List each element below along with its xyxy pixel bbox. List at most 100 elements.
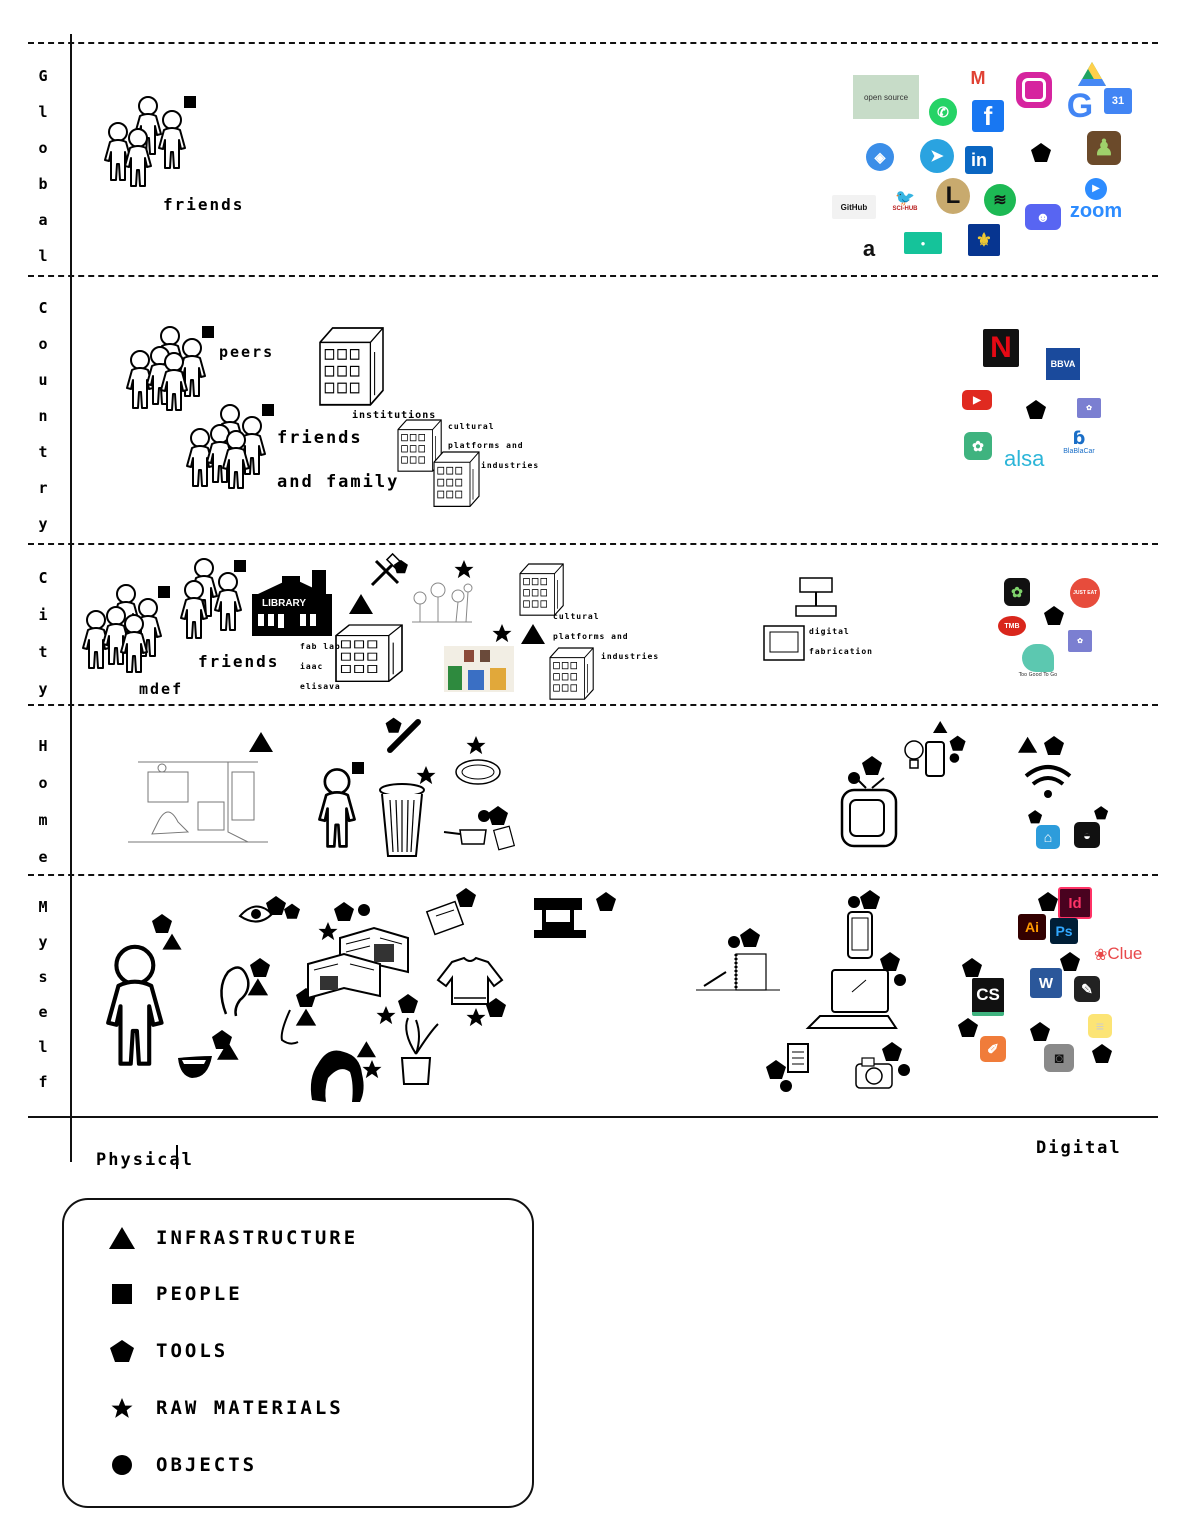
instagram-icon[interactable]	[1016, 72, 1052, 108]
photoshop-icon[interactable]: Ps	[1050, 918, 1078, 944]
living-room-illustration	[128, 761, 268, 843]
amazon-icon[interactable]: a	[856, 236, 882, 262]
facebook-icon[interactable]: f	[972, 100, 1004, 132]
mouth-icon	[178, 1030, 239, 1078]
github-logo[interactable]: GitHub	[832, 195, 876, 219]
discord-icon[interactable]: ☻	[1025, 204, 1061, 230]
youtube-icon[interactable]: ▶	[957, 380, 997, 420]
blablacar-icon: ɓ	[1072, 428, 1086, 449]
zoom-camera-icon: ▶	[1085, 178, 1107, 200]
legend-item-objects: OBJECTS	[106, 1453, 257, 1477]
camera-app-icon[interactable]: ◙	[1044, 1044, 1074, 1072]
nose-icon	[280, 988, 317, 1045]
city-industries-label: industries	[601, 652, 660, 661]
open-source-logo[interactable]: open source	[853, 75, 919, 119]
alsa-logo[interactable]: alsa	[1004, 446, 1045, 471]
scale-letter: C	[38, 299, 48, 317]
google-calendar-icon[interactable]: 31	[1104, 88, 1132, 114]
triangle-icon	[109, 1227, 135, 1249]
pentagon-marker	[962, 958, 982, 977]
country-friends-family-group	[186, 404, 274, 489]
scale-letter: t	[38, 443, 48, 461]
scale-letter: n	[38, 407, 48, 425]
square-icon	[112, 1284, 132, 1304]
scale-letter: G	[38, 67, 48, 85]
netflix-icon[interactable]: N	[983, 329, 1019, 367]
scale-letter: m	[38, 811, 48, 829]
axis-label-physical: Physical	[96, 1150, 194, 1170]
scale-letter: o	[38, 774, 48, 792]
zoom-logo[interactable]: ▶ zoom	[1064, 178, 1128, 224]
tmb-icon[interactable]: TMB	[998, 616, 1026, 636]
green-app-icon[interactable]: ✿	[964, 432, 992, 460]
safari-icon[interactable]: ◈	[866, 143, 894, 171]
linkedin-icon[interactable]: in	[965, 146, 993, 174]
pentagon-marker	[958, 1018, 978, 1037]
library-label: LIBRARY	[262, 598, 307, 609]
tools-hammer-icon	[370, 552, 408, 587]
elisava-label: elisava	[300, 682, 341, 691]
cooking-pot-icon	[443, 806, 516, 851]
indesign-icon[interactable]: Id	[1058, 887, 1092, 919]
gmail-icon[interactable]: M	[966, 68, 990, 88]
procreate-brush-icon[interactable]: ✎	[1074, 976, 1100, 1002]
scihub-logo[interactable]: 🐦 SCI-HUB	[886, 190, 924, 218]
blablacar-logo[interactable]: ɓ BlaBlaCar	[1058, 428, 1100, 456]
tv-icon	[840, 756, 898, 848]
app-tile-icon[interactable]: ✿	[1077, 398, 1101, 418]
scale-letter: e	[38, 1003, 48, 1021]
scale-letter: u	[38, 371, 48, 389]
smartphone-icon	[847, 890, 880, 959]
too-good-to-go-logo[interactable]: Too Good To Go	[1016, 644, 1060, 678]
city-fablab-building	[335, 624, 403, 683]
plantnet-icon[interactable]: ✿	[1004, 578, 1030, 606]
3d-printer-icon	[795, 577, 837, 617]
scale-letter: l	[38, 1038, 48, 1056]
cooking-app-icon[interactable]: ◒	[1074, 822, 1100, 848]
circle-icon	[112, 1455, 132, 1475]
bbva-icon[interactable]: BBVA	[1046, 348, 1080, 380]
bulb-phone-icon	[904, 721, 966, 777]
comb-icon	[385, 717, 421, 753]
home-person	[318, 762, 364, 848]
pentagon-marker	[1044, 606, 1064, 625]
sweater-icon	[436, 956, 506, 1027]
spotify-icon[interactable]: ≋	[984, 184, 1016, 216]
global-people-group	[104, 96, 196, 187]
notes-icon[interactable]: ≡	[1088, 1014, 1112, 1038]
legend-item-tools: TOOLS	[106, 1339, 228, 1363]
just-eat-icon[interactable]: JUST EAT	[1070, 578, 1100, 608]
scale-letter: l	[38, 103, 48, 121]
cultural-building-2	[433, 451, 480, 508]
cs-app-icon[interactable]: CS	[972, 978, 1004, 1016]
whatsapp-icon[interactable]: ✆	[929, 98, 957, 126]
google-icon[interactable]: G	[1062, 87, 1098, 125]
city-friends-group	[180, 558, 246, 639]
pentagon-marker	[1028, 810, 1043, 824]
divider-home-myself	[28, 874, 1158, 876]
telegram-icon[interactable]: ➤	[920, 139, 954, 173]
plant-pot-icon	[376, 994, 439, 1085]
camera-icon	[855, 1042, 910, 1089]
digital-label: digital	[809, 627, 850, 636]
league-of-legends-icon[interactable]: L	[936, 178, 970, 214]
fabrication-label: fabrication	[809, 647, 873, 656]
scale-letter: y	[38, 515, 48, 533]
fab-lab-label: fab lab	[300, 642, 341, 651]
ear-icon	[220, 958, 270, 1017]
word-icon[interactable]: W	[1030, 968, 1062, 998]
app-tile-icon[interactable]: ✿	[1068, 630, 1092, 652]
chess-icon[interactable]: ♟	[1087, 131, 1121, 165]
procreate-icon[interactable]: ✐	[980, 1036, 1006, 1062]
illustrator-icon[interactable]: Ai	[1018, 914, 1046, 940]
scale-letter: s	[38, 968, 48, 986]
clue-logo[interactable]: ❀ Clue	[1094, 944, 1143, 964]
scale-letter: y	[38, 933, 48, 951]
smart-home-icon[interactable]: ⌂	[1036, 825, 1060, 849]
food-plate-icon	[455, 736, 501, 785]
ryanair-icon[interactable]: ⚜	[968, 224, 1000, 256]
grammarly-icon[interactable]: ●	[904, 232, 942, 254]
google-drive-icon[interactable]	[1078, 62, 1106, 86]
star-marker	[492, 624, 512, 643]
